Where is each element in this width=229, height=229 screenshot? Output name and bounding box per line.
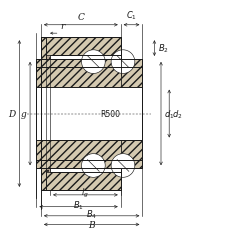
- Text: $l_g$: $l_g$: [81, 186, 89, 199]
- Polygon shape: [36, 68, 142, 87]
- Text: $d_1$: $d_1$: [163, 108, 173, 120]
- Text: $C_1$: $C_1$: [125, 10, 136, 22]
- Text: $B_1$: $B_1$: [73, 199, 84, 211]
- Polygon shape: [41, 38, 120, 56]
- Polygon shape: [41, 172, 120, 190]
- Text: R500: R500: [100, 110, 120, 119]
- Text: r: r: [60, 22, 65, 31]
- Text: D: D: [8, 110, 16, 119]
- Circle shape: [111, 51, 134, 74]
- Text: $B_2$: $B_2$: [157, 43, 168, 55]
- Circle shape: [81, 154, 105, 177]
- Polygon shape: [36, 141, 142, 161]
- Polygon shape: [36, 60, 120, 68]
- Polygon shape: [120, 141, 142, 169]
- Text: C: C: [77, 13, 84, 22]
- Polygon shape: [36, 161, 120, 169]
- Text: g: g: [21, 110, 26, 119]
- Bar: [36, 87, 142, 141]
- Polygon shape: [36, 60, 40, 169]
- Text: $d_2$: $d_2$: [171, 108, 182, 120]
- Polygon shape: [120, 60, 142, 87]
- Polygon shape: [41, 38, 46, 190]
- Text: B: B: [88, 220, 95, 229]
- Polygon shape: [46, 56, 50, 172]
- Text: $B_4$: $B_4$: [86, 207, 97, 220]
- Circle shape: [111, 154, 134, 177]
- Circle shape: [81, 51, 105, 74]
